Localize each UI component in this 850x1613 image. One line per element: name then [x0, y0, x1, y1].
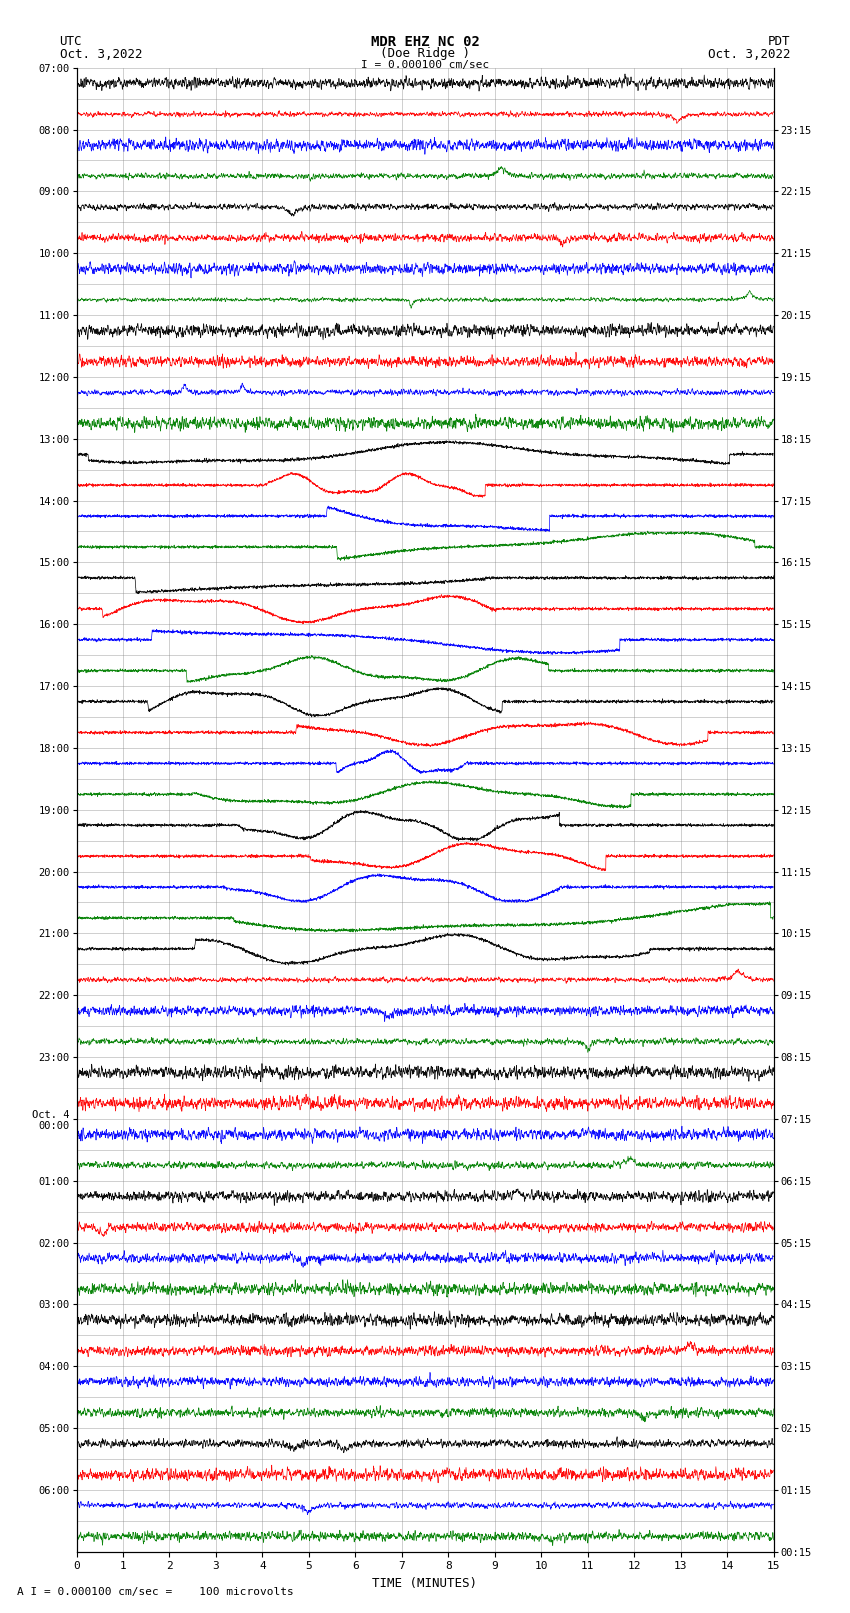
Text: MDR EHZ NC 02: MDR EHZ NC 02 — [371, 35, 479, 50]
X-axis label: TIME (MINUTES): TIME (MINUTES) — [372, 1578, 478, 1590]
Text: (Doe Ridge ): (Doe Ridge ) — [380, 47, 470, 60]
Text: PDT: PDT — [768, 35, 790, 48]
Text: Oct. 3,2022: Oct. 3,2022 — [60, 48, 142, 61]
Text: I = 0.000100 cm/sec: I = 0.000100 cm/sec — [361, 60, 489, 69]
Text: UTC: UTC — [60, 35, 82, 48]
Text: Oct. 3,2022: Oct. 3,2022 — [708, 48, 790, 61]
Text: A I = 0.000100 cm/sec =    100 microvolts: A I = 0.000100 cm/sec = 100 microvolts — [17, 1587, 294, 1597]
